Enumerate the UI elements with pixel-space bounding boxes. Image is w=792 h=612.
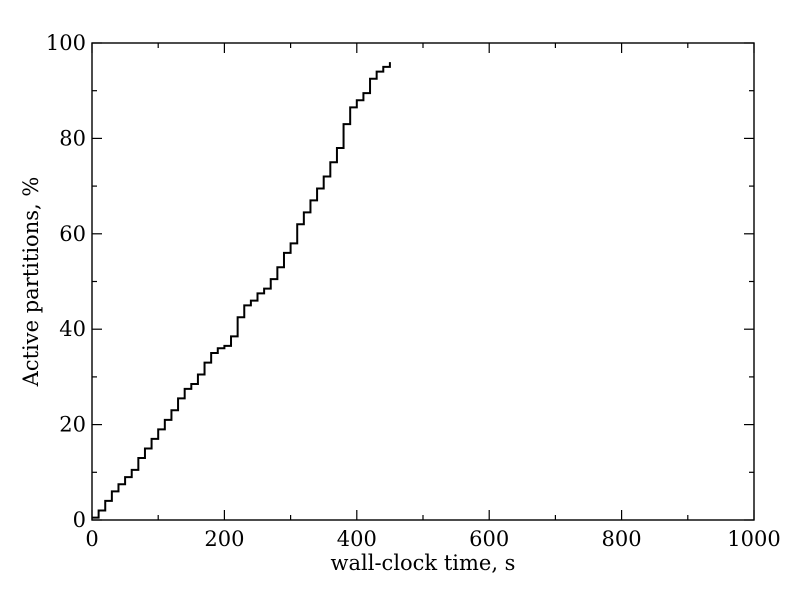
x-tick-label: 1000 <box>727 527 780 551</box>
y-tick-label: 40 <box>59 317 86 341</box>
series-line <box>92 62 391 519</box>
x-tick-label: 600 <box>469 527 509 551</box>
x-axis-label: wall-clock time, s <box>331 551 516 575</box>
y-axis-label: Active partitions, % <box>19 177 43 388</box>
x-tick-label: 800 <box>602 527 642 551</box>
y-tick-label: 0 <box>73 508 86 532</box>
x-tick-label: 200 <box>204 527 244 551</box>
y-tick-label: 100 <box>46 31 86 55</box>
plot-frame <box>91 42 755 521</box>
series-layer <box>92 62 391 519</box>
x-tick-label: 400 <box>337 527 377 551</box>
x-tick-label: 0 <box>85 527 98 551</box>
tick-marks <box>91 42 755 521</box>
tick-labels: 0 200 400 600 800 1000 0 20 40 60 80 100 <box>46 31 781 551</box>
y-tick-label: 80 <box>59 126 86 150</box>
y-tick-label: 20 <box>59 413 86 437</box>
y-tick-label: 60 <box>59 222 86 246</box>
